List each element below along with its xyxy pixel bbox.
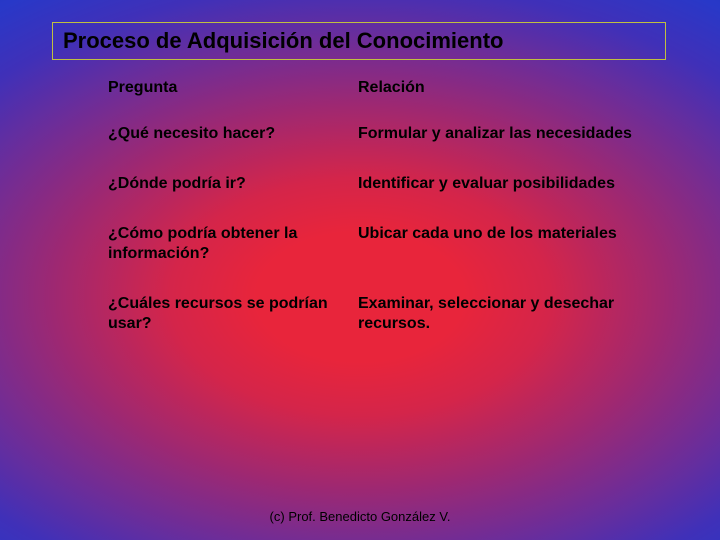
cell-relation: Formular y analizar las necesidades xyxy=(358,124,648,144)
header-relation: Relación xyxy=(358,78,648,98)
table-header-row: Pregunta Relación xyxy=(108,78,648,98)
table-row: ¿Qué necesito hacer? Formular y analizar… xyxy=(108,124,648,144)
title-container: Proceso de Adquisición del Conocimiento xyxy=(52,22,666,60)
cell-question: ¿Cuáles recursos se podrían usar? xyxy=(108,294,358,334)
table-row: ¿Cómo podría obtener la información? Ubi… xyxy=(108,224,648,264)
slide-title: Proceso de Adquisición del Conocimiento xyxy=(63,28,503,54)
cell-question: ¿Qué necesito hacer? xyxy=(108,124,358,144)
table-row: ¿Dónde podría ir? Identificar y evaluar … xyxy=(108,174,648,194)
cell-question: ¿Dónde podría ir? xyxy=(108,174,358,194)
content-table: Pregunta Relación ¿Qué necesito hacer? F… xyxy=(108,78,648,364)
table-row: ¿Cuáles recursos se podrían usar? Examin… xyxy=(108,294,648,334)
footer-credit: (c) Prof. Benedicto González V. xyxy=(0,509,720,524)
header-question: Pregunta xyxy=(108,78,358,98)
cell-question: ¿Cómo podría obtener la información? xyxy=(108,224,358,264)
cell-relation: Ubicar cada uno de los materiales xyxy=(358,224,648,264)
cell-relation: Identificar y evaluar posibilidades xyxy=(358,174,648,194)
cell-relation: Examinar, seleccionar y desechar recurso… xyxy=(358,294,648,334)
